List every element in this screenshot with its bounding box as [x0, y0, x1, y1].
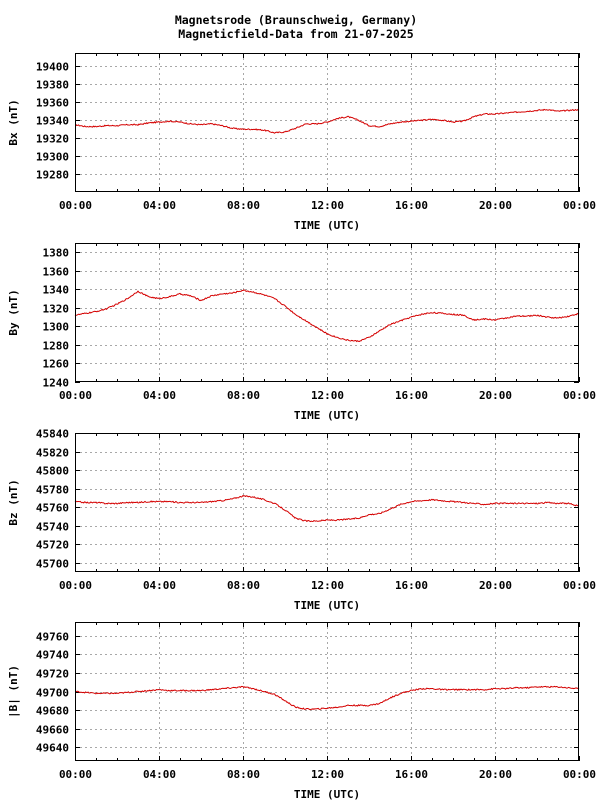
series-line-bx	[74, 108, 580, 134]
series-line-btotal	[74, 685, 580, 711]
panel-by: 1240 1260 1280 1300 1320 1340 1360 1380 00:00 04:…	[7, 243, 596, 422]
series-line-bz	[74, 494, 580, 523]
x-axis-label: TIME (UTC)	[294, 219, 360, 232]
y-axis-label: Bz (nT)	[7, 479, 20, 525]
plot-frame	[75, 53, 579, 192]
x-tick-label: 20:00	[479, 768, 512, 781]
chart-title-line1: Magnetsrode (Braunschweig, Germany)	[175, 13, 417, 27]
y-tick-label: 1340	[43, 284, 70, 297]
x-tick-label: 04:00	[143, 389, 176, 402]
y-axis-label: By (nT)	[7, 289, 20, 335]
y-tick-label: 1360	[43, 266, 70, 279]
x-tick-label: 04:00	[143, 768, 176, 781]
y-tick-label: 45800	[36, 465, 69, 478]
x-tick-label: 00:00	[59, 768, 92, 781]
y-tick-label: 19360	[36, 97, 69, 110]
y-tick-label: 45840	[36, 428, 69, 441]
y-tick-label: 45700	[36, 558, 69, 571]
x-tick-label: 08:00	[227, 768, 260, 781]
y-tick-label: 49680	[36, 705, 69, 718]
x-tick-label: 00:00	[563, 389, 596, 402]
x-tick-label: 08:00	[227, 579, 260, 592]
chart-title-line2: Magneticfield-Data from 21-07-2025	[178, 27, 413, 41]
y-tick-label: 1260	[43, 358, 70, 371]
y-tick-label: 49720	[36, 668, 69, 681]
y-tick-label: 1300	[43, 321, 70, 334]
y-tick-label: 19400	[36, 61, 69, 74]
y-axis-label: Bx (nT)	[7, 99, 20, 145]
y-tick-label: 19340	[36, 115, 69, 128]
y-tick-label: 49640	[36, 742, 69, 755]
x-tick-label: 20:00	[479, 389, 512, 402]
y-tick-label: 45760	[36, 502, 69, 515]
x-tick-label: 00:00	[563, 579, 596, 592]
y-tick-label: 1240	[43, 377, 70, 390]
x-tick-label: 04:00	[143, 199, 176, 212]
y-tick-label: 49660	[36, 724, 69, 737]
x-tick-label: 16:00	[395, 768, 428, 781]
y-tick-label: 45780	[36, 484, 69, 497]
panel-btotal: 49640 49660 49680 49700 49720 49740 49760 00:00…	[7, 622, 596, 800]
x-tick-label: 04:00	[143, 579, 176, 592]
y-tick-label: 49700	[36, 687, 69, 700]
y-tick-label: 45820	[36, 447, 69, 460]
y-tick-label: 19300	[36, 151, 69, 164]
x-tick-label: 08:00	[227, 389, 260, 402]
x-tick-label: 16:00	[395, 389, 428, 402]
y-tick-label: 45720	[36, 539, 69, 552]
x-tick-label: 12:00	[311, 389, 344, 402]
x-tick-label: 00:00	[563, 768, 596, 781]
y-tick-label: 19280	[36, 169, 69, 182]
x-tick-label: 20:00	[479, 579, 512, 592]
x-tick-label: 12:00	[311, 199, 344, 212]
x-tick-label: 20:00	[479, 199, 512, 212]
y-tick-label: 19380	[36, 79, 69, 92]
y-tick-label: 45740	[36, 521, 69, 534]
y-tick-label: 1380	[43, 247, 70, 260]
plot-frame	[75, 433, 579, 572]
plot-frame	[75, 243, 579, 382]
x-tick-label: 08:00	[227, 199, 260, 212]
panel-bx: 19280 19300 19320 19340 19360 19380 19400 00:00…	[7, 53, 596, 232]
series-line-by	[74, 289, 580, 343]
panel-bz: 45700 45720 45740 45760 45780 45800 45820 45840…	[7, 428, 596, 613]
x-axis-label: TIME (UTC)	[294, 409, 360, 422]
y-tick-label: 1320	[43, 303, 70, 316]
y-tick-label: 19320	[36, 133, 69, 146]
x-tick-label: 00:00	[563, 199, 596, 212]
x-axis-label: TIME (UTC)	[294, 599, 360, 612]
x-tick-label: 16:00	[395, 579, 428, 592]
x-tick-label: 00:00	[59, 389, 92, 402]
plot-frame	[75, 622, 579, 761]
y-tick-label: 1280	[43, 340, 70, 353]
x-tick-label: 12:00	[311, 579, 344, 592]
panels: 19280 19300 19320 19340 19360 19380 19400 00:00…	[7, 53, 596, 800]
y-tick-label: 49740	[36, 649, 69, 662]
y-axis-label: |B| (nT)	[7, 665, 20, 718]
x-tick-label: 00:00	[59, 579, 92, 592]
x-tick-label: 00:00	[59, 199, 92, 212]
y-tick-label: 49760	[36, 631, 69, 644]
x-tick-label: 12:00	[311, 768, 344, 781]
x-axis-label: TIME (UTC)	[294, 788, 360, 800]
x-tick-label: 16:00	[395, 199, 428, 212]
